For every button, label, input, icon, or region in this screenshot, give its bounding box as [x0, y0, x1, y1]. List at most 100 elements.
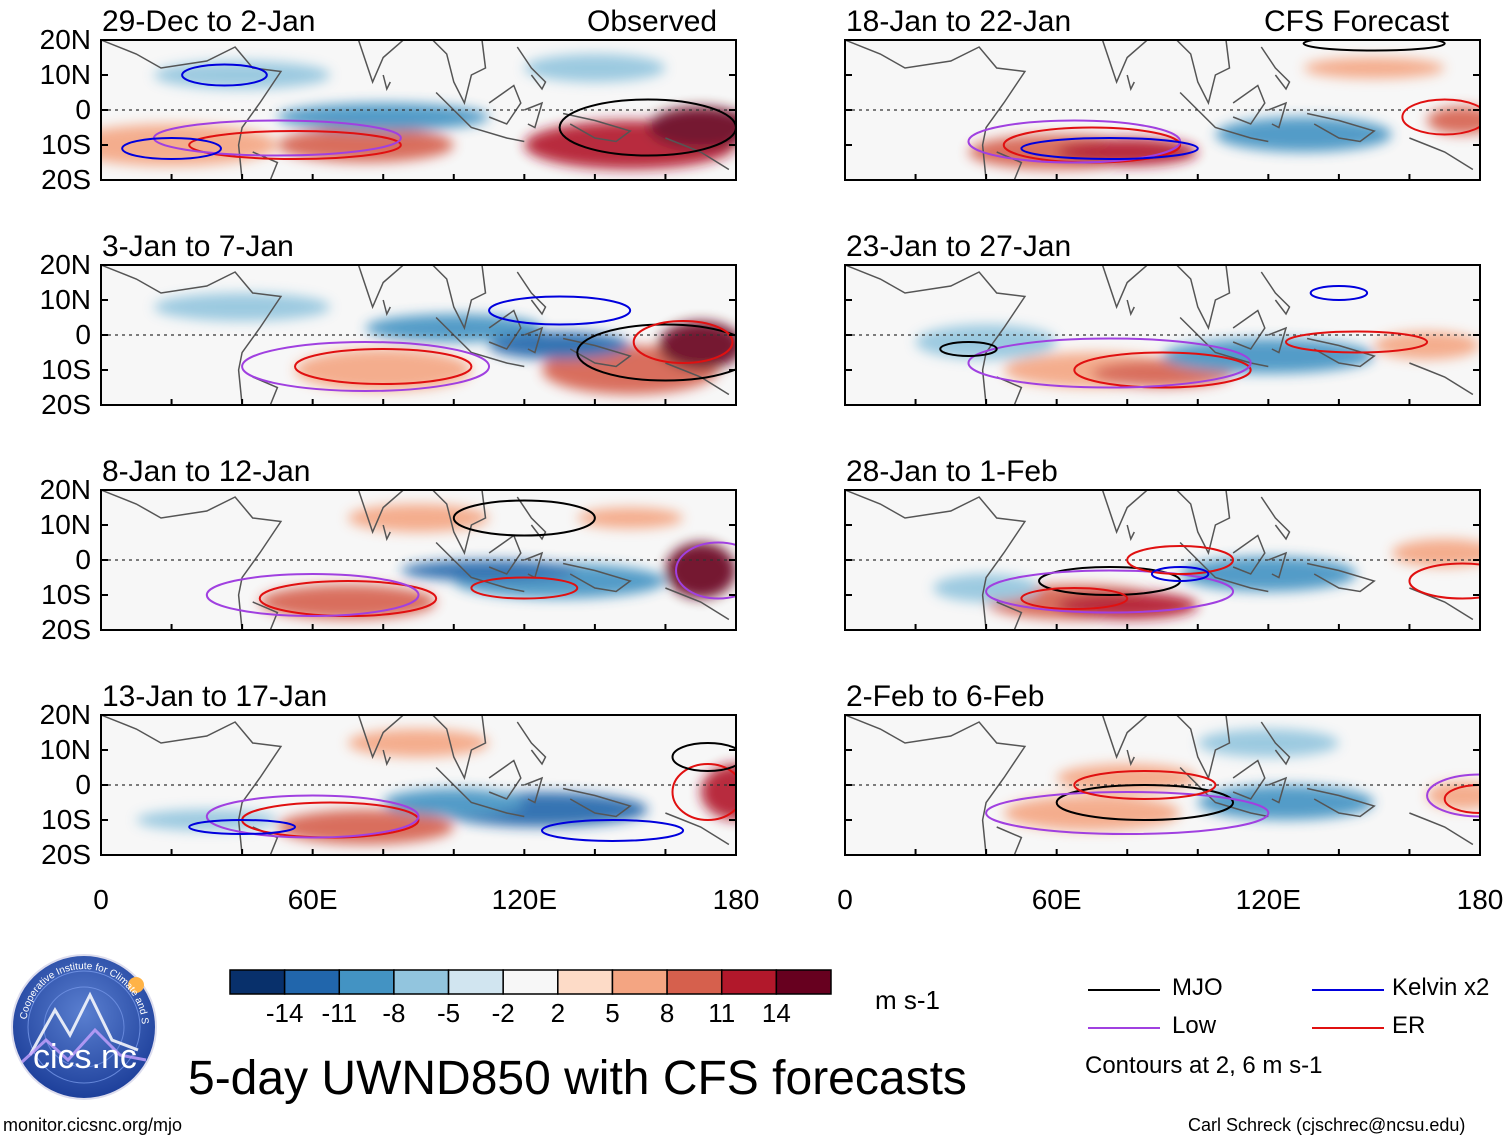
- coastline: [845, 490, 1027, 630]
- coastline: [996, 151, 1023, 180]
- contour-line: [1073, 351, 1252, 389]
- coastline: [1306, 562, 1376, 593]
- colorbar-swatch: [393, 969, 450, 995]
- coastline: [1126, 74, 1135, 92]
- coastline: [1046, 40, 1231, 106]
- colorbar-swatch: [720, 969, 778, 995]
- y-tick-label: 0: [75, 769, 91, 800]
- anomaly-blob: [1303, 57, 1445, 79]
- coastline: [302, 715, 487, 781]
- legend-label: Kelvin x2: [1392, 974, 1490, 1001]
- colorbar-swatch: [447, 969, 504, 995]
- y-tick-label: 10N: [39, 284, 91, 315]
- footer-source-url: monitor.cicsnc.org/mjo: [3, 1115, 183, 1135]
- y-tick-label: 20S: [41, 839, 91, 870]
- y-tick-label: 20S: [41, 164, 91, 195]
- coastline: [382, 299, 391, 317]
- contour-line: [121, 137, 222, 160]
- colorbar-swatch: [557, 969, 614, 995]
- anomaly-blob: [153, 61, 331, 89]
- contour-line: [1020, 137, 1199, 160]
- wave-contours: [985, 770, 1480, 835]
- map-panel: [844, 39, 1481, 181]
- y-tick-label: 20N: [39, 24, 91, 55]
- anomaly-blob: [1003, 795, 1181, 831]
- map-panel: [844, 264, 1481, 406]
- wind-anomaly-shading: [136, 729, 736, 845]
- contour-line: [181, 63, 268, 87]
- anomaly-blob: [400, 560, 578, 581]
- coastline: [665, 362, 730, 396]
- colorbar-tick-label: 14: [761, 998, 791, 1028]
- contour-line: [1302, 40, 1446, 52]
- wave-contours: [967, 40, 1480, 164]
- contour-line: [488, 295, 632, 326]
- coastline: [1126, 524, 1135, 542]
- coastline: [1409, 812, 1474, 846]
- anomaly-blob: [277, 127, 454, 163]
- coastline: [524, 776, 544, 804]
- anomaly-blob: [347, 729, 490, 757]
- forecast-label: CFS Forecast: [1264, 5, 1450, 38]
- colorbar-swatch: [283, 969, 341, 995]
- y-tick-label: 0: [75, 319, 91, 350]
- coastline: [524, 101, 544, 129]
- coastline: [1260, 721, 1291, 766]
- anomaly-blob: [259, 584, 437, 620]
- anomaly-blob: [136, 809, 278, 831]
- figure-title: 5-day UWND850 with CFS forecasts: [188, 1052, 967, 1105]
- coastline: [996, 826, 1023, 855]
- wave-contours: [241, 295, 736, 392]
- coastline: [665, 587, 730, 621]
- contour-line: [1073, 770, 1217, 800]
- x-tick-label: 180: [1456, 884, 1504, 915]
- contour-line: [985, 791, 1270, 835]
- coastline: [488, 759, 522, 800]
- wave-contours: [939, 285, 1429, 389]
- x-tick-label: 120E: [1235, 884, 1302, 915]
- x-tick-label: 0: [93, 884, 109, 915]
- coastline: [1232, 534, 1266, 575]
- colorbar-tick-label: 5: [605, 998, 620, 1028]
- panel-title: 3-Jan to 7-Jan: [102, 230, 294, 263]
- footer-author: Carl Schreck (cjschrec@ncsu.edu): [1188, 1115, 1466, 1135]
- legend-label: ER: [1392, 1012, 1426, 1039]
- colorbar-tick-label: 2: [550, 998, 566, 1028]
- anomaly-blob: [915, 324, 1057, 360]
- coastline: [524, 551, 544, 579]
- y-tick-label: 10N: [39, 59, 91, 90]
- coastline: [101, 490, 283, 630]
- y-tick-label: 10S: [41, 804, 91, 835]
- contour-note: Contours at 2, 6 m s-1: [1085, 1052, 1323, 1079]
- map-panel: [100, 714, 737, 856]
- y-tick-label: 0: [75, 544, 91, 575]
- x-tick-label: 60E: [1031, 884, 1082, 915]
- anomaly-blob: [489, 331, 631, 360]
- coastline: [1046, 265, 1231, 331]
- legend-label: Low: [1172, 1012, 1217, 1039]
- coastline: [562, 112, 632, 143]
- coastline: [524, 326, 544, 354]
- contour-line: [1401, 98, 1480, 136]
- map-panel: [844, 714, 1481, 856]
- contour-line: [671, 742, 736, 772]
- anomaly-blob: [647, 106, 736, 149]
- coastline: [1260, 496, 1291, 541]
- colorbar-swatch: [229, 969, 286, 995]
- coastline: [1268, 551, 1288, 579]
- contour-line: [576, 323, 736, 382]
- coastline: [101, 265, 283, 405]
- panel-title: 28-Jan to 1-Feb: [846, 455, 1058, 488]
- map-panel: [844, 489, 1481, 631]
- y-tick-label: 10S: [41, 354, 91, 385]
- coastline: [1268, 326, 1288, 354]
- y-tick-label: 10S: [41, 129, 91, 160]
- coastline: [996, 376, 1023, 405]
- anomaly-blob: [577, 507, 684, 529]
- coastline: [1046, 715, 1231, 781]
- colorbar-swatch: [775, 969, 832, 995]
- contour-line: [1126, 545, 1235, 575]
- anomaly-blob: [1374, 331, 1480, 360]
- coastline: [1268, 776, 1288, 804]
- coastline: [562, 787, 632, 818]
